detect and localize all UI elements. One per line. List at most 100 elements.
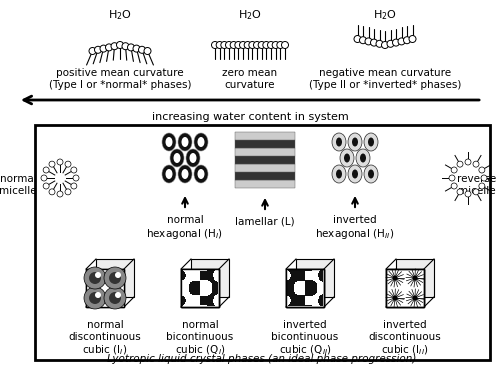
Ellipse shape [182,137,188,147]
Circle shape [212,41,218,48]
Circle shape [412,296,418,300]
Circle shape [216,41,223,48]
Circle shape [115,292,121,298]
Bar [181,269,219,307]
Text: normal
discontinuous
cubic (I$_I$): normal discontinuous cubic (I$_I$) [68,320,142,357]
Bar [286,269,324,307]
Circle shape [106,44,112,51]
Ellipse shape [166,169,172,179]
Ellipse shape [332,165,346,183]
Bar [235,164,295,172]
Circle shape [457,161,463,167]
Ellipse shape [178,165,192,183]
Circle shape [109,292,121,304]
Circle shape [84,287,106,309]
Circle shape [128,44,134,51]
Bar [296,259,334,297]
Text: normal
micelle: normal micelle [0,174,37,196]
Ellipse shape [368,138,374,146]
Circle shape [249,41,256,48]
Circle shape [479,167,485,173]
Text: H$_2$O: H$_2$O [108,8,132,22]
Ellipse shape [368,169,374,179]
Text: inverted
hexagonal (H$_{II}$): inverted hexagonal (H$_{II}$) [316,215,394,241]
Ellipse shape [356,149,370,167]
Bar [286,269,324,307]
Circle shape [144,48,151,55]
Bar [235,132,295,140]
Ellipse shape [348,133,362,151]
Circle shape [221,41,228,48]
Bar [386,269,424,307]
Bar [181,269,219,307]
Circle shape [104,287,126,309]
Circle shape [111,43,118,50]
Ellipse shape [348,165,362,183]
Circle shape [360,37,366,44]
Circle shape [392,39,400,46]
Bar [235,140,295,148]
Bar [235,172,295,180]
Circle shape [409,35,416,42]
Ellipse shape [190,153,196,163]
Bar [181,269,219,307]
Ellipse shape [364,133,378,151]
Circle shape [451,167,457,173]
Text: positive mean curvature: positive mean curvature [56,68,184,78]
Circle shape [376,40,383,47]
Bar [86,269,124,307]
Circle shape [84,267,106,289]
Circle shape [43,183,49,189]
Circle shape [277,41,284,48]
Circle shape [382,41,388,48]
Bar [386,269,424,307]
Circle shape [89,292,101,304]
Circle shape [230,41,237,48]
Bar [386,269,424,307]
Ellipse shape [166,137,172,147]
Text: normal
bicontinuous
cubic (Q$_I$): normal bicontinuous cubic (Q$_I$) [166,320,234,357]
Ellipse shape [352,138,358,146]
Bar [286,269,324,307]
Circle shape [226,41,232,48]
Circle shape [138,46,145,53]
Circle shape [65,161,71,167]
Circle shape [41,175,47,181]
Circle shape [133,45,140,52]
Circle shape [43,167,49,173]
Ellipse shape [170,149,184,167]
Circle shape [263,41,270,48]
Ellipse shape [182,169,188,179]
Circle shape [473,189,479,195]
Ellipse shape [344,154,350,162]
Ellipse shape [162,133,176,151]
Circle shape [479,183,485,189]
Text: negative mean curvature: negative mean curvature [319,68,451,78]
Ellipse shape [162,165,176,183]
Circle shape [449,175,455,181]
Circle shape [240,41,246,48]
Text: Lyotropic liquid crystal phases (an ideal phase progression): Lyotropic liquid crystal phases (an idea… [108,354,416,364]
Circle shape [100,45,107,52]
Circle shape [71,183,77,189]
Ellipse shape [198,137,204,147]
Text: (Type I or *normal* phases): (Type I or *normal* phases) [49,80,191,90]
Circle shape [465,159,471,165]
Ellipse shape [360,154,366,162]
Circle shape [354,35,361,42]
Circle shape [109,272,121,284]
Bar [191,259,229,297]
Text: inverted
bicontinuous
cubic (Q$_{II}$): inverted bicontinuous cubic (Q$_{II}$) [272,320,338,357]
Ellipse shape [336,138,342,146]
Circle shape [272,41,279,48]
Circle shape [387,40,394,47]
Circle shape [473,161,479,167]
Circle shape [116,41,123,48]
Circle shape [49,161,55,167]
Circle shape [71,167,77,173]
Ellipse shape [186,149,200,167]
Circle shape [268,41,274,48]
Circle shape [65,189,71,195]
Circle shape [57,159,63,165]
Circle shape [49,189,55,195]
